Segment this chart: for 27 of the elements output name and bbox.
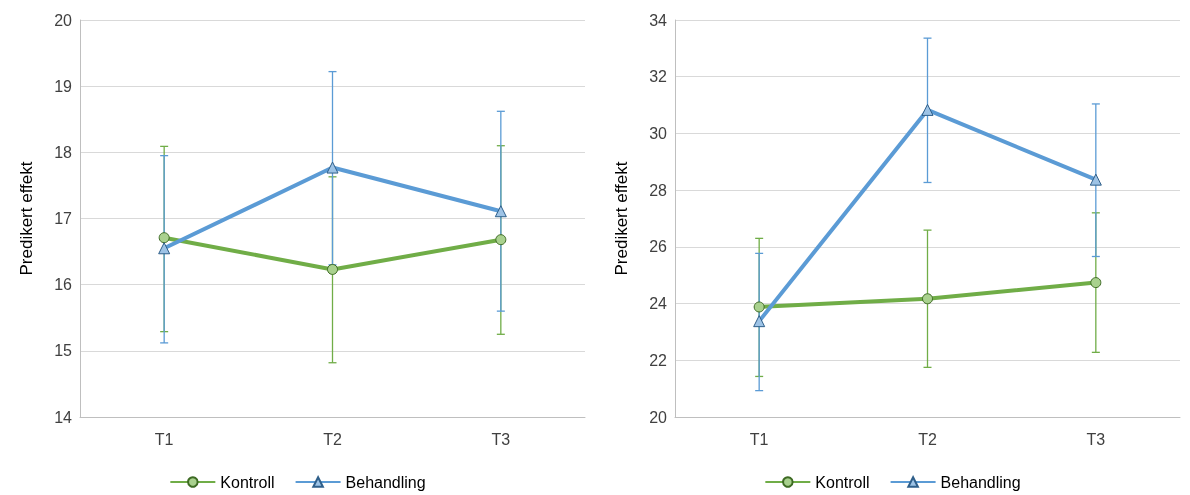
x-tick-label: T3 — [1086, 430, 1106, 448]
x-tick-label: T2 — [323, 430, 342, 448]
y-tick-label: 32 — [649, 68, 668, 86]
y-tick-label: 16 — [54, 276, 73, 294]
legend-label: Kontroll — [220, 473, 275, 491]
y-tick-label: 34 — [649, 11, 668, 29]
legend-label: Behandling — [345, 473, 426, 491]
y-tick-label: 28 — [649, 181, 668, 199]
y-tick-label: 24 — [649, 295, 668, 313]
y-axis-title: Predikert effekt — [17, 161, 36, 276]
y-tick-label: 20 — [649, 408, 668, 426]
x-tick-label: T3 — [491, 430, 511, 448]
legend-label: Kontroll — [815, 473, 870, 491]
y-tick-label: 30 — [649, 124, 668, 142]
y-axis-title: Predikert effekt — [612, 161, 631, 276]
y-tick-label: 20 — [54, 11, 73, 29]
y-tick-label: 18 — [54, 143, 73, 161]
y-tick-label: 19 — [54, 77, 73, 95]
x-tick-label: T1 — [154, 430, 174, 448]
y-tick-label: 15 — [54, 342, 73, 360]
y-tick-label: 26 — [649, 238, 668, 256]
y-tick-label: 14 — [54, 408, 73, 426]
y-tick-label: 17 — [54, 210, 73, 227]
legend-label: Behandling — [940, 473, 1021, 491]
x-tick-label: T2 — [918, 430, 937, 448]
y-tick-label: 22 — [649, 351, 668, 369]
x-tick-label: T1 — [749, 430, 769, 448]
